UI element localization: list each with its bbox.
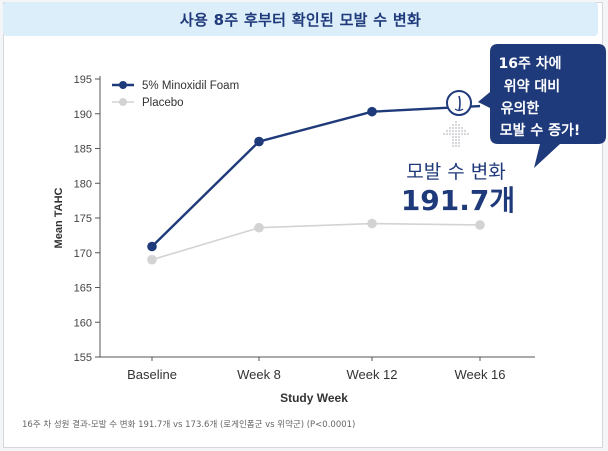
arrow-dot xyxy=(452,127,454,129)
legend-swatch-marker xyxy=(119,81,127,89)
x-tick-label: Week 12 xyxy=(346,367,397,382)
x-tick-labels: Baseline Week 8 Week 12 Week 16 xyxy=(127,357,506,382)
x-tick-label: Baseline xyxy=(127,367,177,382)
y-tick-label: 165 xyxy=(74,283,92,295)
y-axis-label: Mean TAHC xyxy=(53,187,65,248)
data-point-minoxidil xyxy=(367,106,377,117)
bubble-line-1: 16주 차에 xyxy=(499,56,562,72)
arrow-dot xyxy=(455,133,457,135)
y-tick-label: 195 xyxy=(74,74,92,86)
arrow-dot xyxy=(458,142,460,144)
arrow-dot xyxy=(455,130,457,132)
arrow-dot xyxy=(458,145,460,147)
x-tick-label: Week 8 xyxy=(237,367,281,382)
arrow-dot xyxy=(458,124,460,126)
y-tick-label: 170 xyxy=(74,248,92,260)
chart-axes xyxy=(99,76,535,358)
y-tick-label: 185 xyxy=(74,144,92,156)
bubble-line-2: 위약 대비 xyxy=(504,78,560,95)
arrow-dot xyxy=(452,133,454,135)
callout-bubble xyxy=(490,44,606,168)
arrow-dot xyxy=(455,139,457,141)
arrow-dot xyxy=(452,124,454,126)
legend: 5% Minoxidil Foam Placebo xyxy=(112,80,239,109)
arrow-dot xyxy=(446,130,448,132)
arrow-dot xyxy=(464,130,466,132)
arrow-dot xyxy=(449,127,451,129)
y-tick-label: 160 xyxy=(74,317,92,329)
arrow-dot xyxy=(452,142,454,144)
data-point-placebo xyxy=(147,254,157,265)
y-tick-labels: 155 160 165 170 175 180 185 190 195 xyxy=(74,74,100,364)
data-point-minoxidil xyxy=(147,241,157,252)
data-point-placebo xyxy=(475,220,485,230)
title-banner: 사용 8주 후부터 확인된 모발 수 변화 xyxy=(3,2,598,36)
arrow-dot xyxy=(452,139,454,141)
arrow-dot xyxy=(446,133,448,135)
arrow-dot xyxy=(461,133,463,135)
arrow-dot xyxy=(455,124,457,126)
arrow-dot xyxy=(461,130,463,132)
arrow-dot xyxy=(458,133,460,135)
arrow-dot xyxy=(455,136,457,138)
arrow-dot xyxy=(458,139,460,141)
x-axis-label: Study Week xyxy=(280,391,348,405)
y-tick-label: 175 xyxy=(74,213,92,225)
data-point-placebo xyxy=(367,218,377,229)
series-line-minoxidil xyxy=(151,104,481,248)
arrow-dot xyxy=(452,136,454,138)
arrow-dot xyxy=(458,130,460,132)
y-tick-label: 190 xyxy=(74,109,92,121)
arrow-dot xyxy=(458,136,460,138)
bubble-line-4: 모발 수 증가! xyxy=(500,122,581,139)
series-lines xyxy=(147,104,485,265)
legend-label: 5% Minoxidil Foam xyxy=(142,80,239,92)
arrow-dot xyxy=(455,142,457,144)
arrow-dot xyxy=(449,130,451,132)
arrow-dot xyxy=(452,145,454,147)
data-point-placebo xyxy=(254,222,264,233)
arrow-dot xyxy=(449,133,451,135)
hair-follicle-icon xyxy=(446,90,472,116)
y-tick-label: 155 xyxy=(74,352,92,364)
dotted-up-arrow xyxy=(443,121,469,147)
bubble-line-3: 유의한 xyxy=(501,100,540,117)
arrow-dot xyxy=(455,127,457,129)
arrow-dot xyxy=(455,121,457,123)
data-point-minoxidil xyxy=(254,136,264,147)
arrow-dot xyxy=(467,133,469,135)
arrow-dot xyxy=(455,145,457,147)
bubble-pointer xyxy=(478,92,490,108)
arrow-dot xyxy=(464,133,466,135)
arrow-dot xyxy=(458,127,460,129)
x-tick-label: Week 16 xyxy=(454,367,505,382)
series-line-placebo xyxy=(151,222,481,261)
arrow-dot xyxy=(443,133,445,135)
hair-change-value: 191.7개 xyxy=(401,184,515,217)
arrow-dot xyxy=(461,127,463,129)
legend-label: Placebo xyxy=(142,97,184,109)
footnote: 16주 차 성원 결과-모발 수 변화 191.7개 vs 173.6개 (로게… xyxy=(22,420,356,430)
hair-change-label: 모발 수 변화 xyxy=(406,161,505,183)
y-tick-label: 180 xyxy=(74,178,92,190)
page-title: 사용 8주 후부터 확인된 모발 수 변화 xyxy=(179,10,422,29)
arrow-dot xyxy=(452,130,454,132)
legend-swatch-marker xyxy=(119,98,127,106)
